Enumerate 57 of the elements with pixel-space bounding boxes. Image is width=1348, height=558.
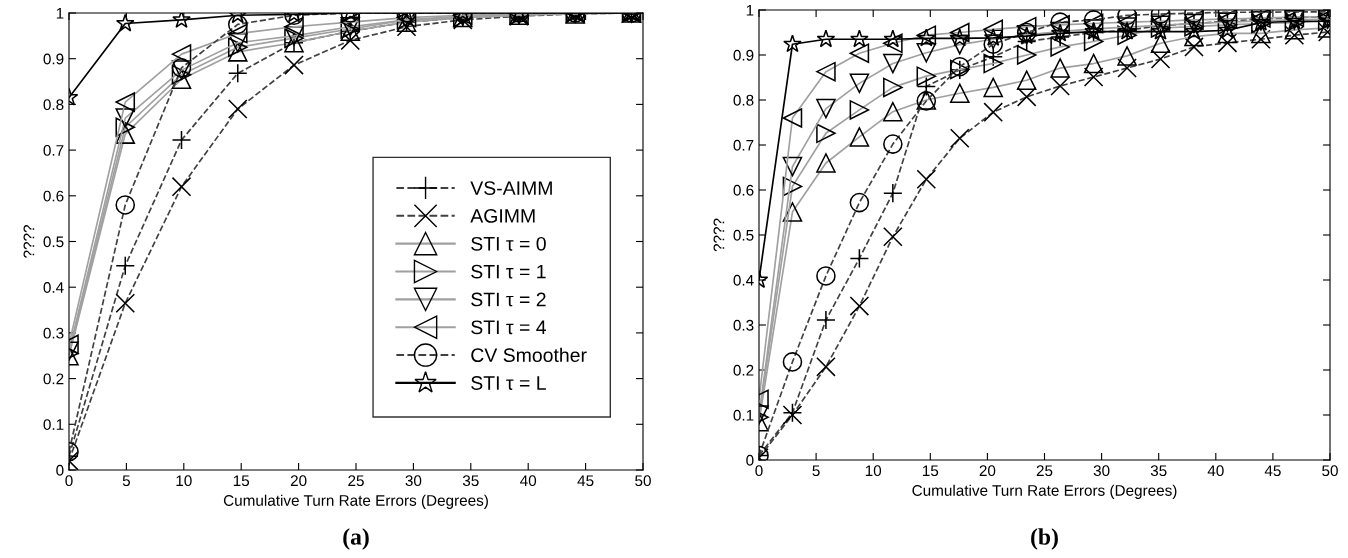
- y-axis-title: ????: [713, 218, 725, 252]
- y-tick-label: 0.2: [733, 364, 754, 376]
- y-tick-label: 0.1: [43, 419, 64, 430]
- legend-label: STI τ = 4: [471, 320, 547, 335]
- y-tick-label: 0.6: [733, 184, 754, 196]
- y-tick-label: 0.3: [43, 327, 64, 339]
- x-tick-label: 35: [462, 475, 479, 487]
- x-tick-label: 25: [1036, 465, 1053, 477]
- text: (a): [343, 528, 369, 550]
- y-tick-label: 0.8: [733, 94, 754, 106]
- x-tick-label: 5: [122, 475, 131, 487]
- x-tick-label: 0: [65, 475, 73, 487]
- y-tick-label: 0.9: [733, 49, 754, 61]
- x-tick-label: 45: [577, 475, 594, 487]
- x-tick-label: 50: [1322, 465, 1338, 477]
- x-tick-label: 40: [1207, 465, 1224, 477]
- x-tick-label: 30: [405, 475, 422, 487]
- y-tick-label: 0.5: [733, 229, 754, 241]
- legend-label: AGIMM: [470, 209, 535, 223]
- x-tick-label: 0: [755, 465, 763, 477]
- y-tick-label: 0.7: [43, 144, 64, 156]
- x-tick-label: 10: [176, 475, 192, 487]
- y-tick-label: 0.6: [43, 190, 64, 202]
- x-tick-label: 20: [290, 475, 307, 487]
- legend-label: STI τ = 2: [471, 292, 546, 307]
- x-tick-label: 50: [635, 475, 651, 487]
- x-tick-label: 5: [812, 465, 820, 477]
- y-tick-label: 1: [56, 8, 64, 19]
- legend-label: VS-AIMM: [470, 181, 552, 195]
- y-tick-label: 0.5: [43, 236, 64, 248]
- y-tick-label: 0: [746, 454, 754, 466]
- x-tick-label: 25: [348, 475, 364, 487]
- y-tick-label: 0.1: [733, 409, 754, 421]
- y-tick-label: 0.4: [43, 282, 64, 293]
- y-tick-label: 1: [746, 5, 754, 16]
- legend-label: STI τ = L: [471, 376, 546, 390]
- y-tick-label: 0.4: [733, 274, 754, 286]
- x-tick-label: 10: [865, 465, 882, 477]
- x-tick-label: 35: [1150, 465, 1167, 477]
- y-tick-label: 0.9: [43, 53, 64, 65]
- x-tick-label: 15: [922, 465, 939, 477]
- y-tick-label: 0.3: [733, 319, 754, 331]
- y-tick-label: 0.8: [43, 99, 64, 111]
- y-axis-title: ????: [23, 225, 35, 258]
- x-tick-label: 40: [520, 475, 537, 487]
- legend-label: STI τ = 1: [471, 264, 546, 279]
- x-axis-title: Cumulative Turn Rate Errors (Degrees): [912, 484, 1177, 499]
- text: (b): [1031, 528, 1058, 550]
- legend-label: CV Smoother: [471, 347, 587, 363]
- x-tick-label: 20: [979, 465, 996, 477]
- y-tick-label: 0.2: [43, 373, 64, 385]
- x-tick-label: 30: [1093, 465, 1110, 477]
- legend-label: STI τ = 0: [471, 236, 546, 251]
- y-tick-label: 0.7: [733, 139, 754, 151]
- x-tick-label: 15: [233, 475, 250, 487]
- x-tick-label: 45: [1264, 465, 1281, 477]
- x-axis-title: Cumulative Turn Rate Errors (Degrees): [223, 494, 488, 509]
